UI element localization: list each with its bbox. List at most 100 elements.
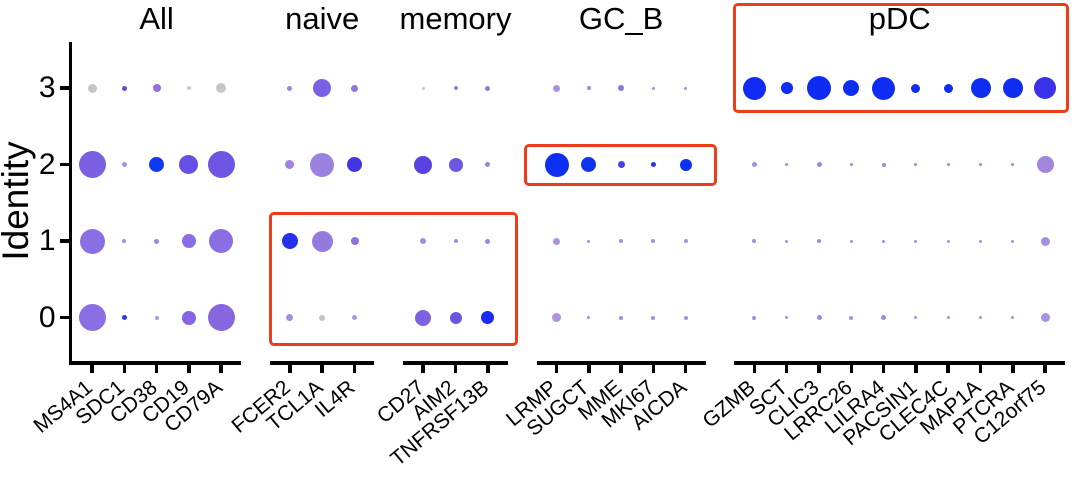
dot-MAP1A-identity-1: [979, 239, 982, 243]
dot-SDC1-identity-1: [122, 239, 127, 243]
dot-FCER2-identity-1: [281, 233, 298, 249]
x-axis-tick: [946, 364, 950, 373]
dot-CLEC4C-identity-3: [943, 83, 953, 93]
group-header-All: All: [139, 1, 174, 36]
dot-CD79A-identity-1: [209, 229, 234, 253]
dot-IL4R-identity-1: [350, 237, 359, 245]
dot-FCER2-identity-3: [287, 85, 293, 91]
dot-SDC1-identity-2: [121, 162, 127, 167]
dot-SCT-identity-0: [785, 316, 789, 319]
dot-SUGCT-identity-3: [586, 86, 591, 90]
dot-CD79A-identity-3: [216, 83, 227, 93]
highlight-box-naive-memory-identity-0-1: [269, 212, 518, 346]
dot-CD27-identity-2: [414, 155, 433, 174]
group-header-pDC: pDC: [868, 1, 931, 36]
dot-TNFRSF13B-identity-2: [485, 162, 491, 167]
y-tick-label: 2: [38, 147, 56, 181]
y-tick-label: 0: [38, 300, 56, 334]
dot-TCL1A-identity-1: [311, 230, 333, 252]
dot-LILRA4-identity-0: [881, 315, 887, 320]
dot-AICDA-identity-2: [679, 158, 692, 171]
dot-GZMB-identity-3: [742, 76, 766, 100]
dot-AIM2-identity-2: [448, 157, 463, 172]
x-axis-tick: [849, 364, 854, 373]
dot-TNFRSF13B-identity-3: [485, 85, 491, 91]
dot-FCER2-identity-0: [286, 314, 294, 321]
x-axis-tick: [683, 364, 688, 373]
dot-C12orf75-identity-3: [1034, 77, 1057, 99]
dot-PACSIN1-identity-2: [914, 163, 918, 166]
dot-GZMB-identity-0: [752, 315, 757, 320]
dot-C12orf75-identity-1: [1040, 236, 1050, 246]
y-axis-tick: [59, 315, 69, 320]
y-tick-label: 1: [38, 224, 56, 257]
dot-CD38-identity-3: [152, 84, 161, 92]
dot-SUGCT-identity-2: [581, 157, 597, 172]
dot-SDC1-identity-3: [121, 85, 127, 91]
dot-TCL1A-identity-2: [310, 152, 335, 177]
dot-SDC1-identity-0: [121, 315, 127, 320]
dot-CD27-identity-3: [421, 86, 425, 90]
dot-TNFRSF13B-identity-1: [485, 238, 491, 244]
dot-PTCRA-identity-3: [1002, 78, 1023, 98]
dot-LILRA4-identity-2: [881, 162, 886, 167]
group-header-GC_B: GC_B: [578, 1, 664, 36]
dot-IL4R-identity-3: [351, 84, 358, 92]
dot-CD19-identity-2: [179, 155, 199, 174]
dot-LRRC26-identity-2: [849, 163, 853, 166]
dot-CD38-identity-0: [154, 315, 159, 320]
dot-SCT-identity-3: [780, 82, 793, 94]
x-axis-tick: [619, 364, 623, 373]
x-axis-segment: [734, 361, 1066, 365]
dot-IL4R-identity-2: [347, 157, 362, 172]
dot-CLIC3-identity-1: [817, 239, 821, 243]
dot-CD79A-identity-2: [207, 151, 235, 178]
dot-IL4R-identity-0: [352, 315, 357, 320]
dot-AIM2-identity-1: [453, 239, 458, 243]
dot-SUGCT-identity-0: [587, 316, 591, 319]
dot-MAP1A-identity-3: [970, 78, 991, 98]
x-axis-tick: [978, 364, 983, 373]
x-axis-tick: [219, 364, 223, 373]
dot-FCER2-identity-2: [285, 160, 295, 169]
dot-C12orf75-identity-0: [1040, 313, 1050, 322]
x-axis-tick: [486, 364, 490, 373]
dot-MS4A1-identity-2: [78, 151, 106, 178]
x-axis-segment: [269, 361, 375, 365]
x-axis-tick: [914, 364, 918, 373]
dot-CD27-identity-1: [420, 238, 427, 244]
dot-TCL1A-identity-0: [319, 314, 326, 321]
dot-PACSIN1-identity-3: [911, 83, 921, 93]
y-axis-line: [68, 42, 72, 365]
x-axis-tick: [187, 364, 191, 373]
dot-CD79A-identity-0: [207, 304, 235, 331]
dot-CLIC3-identity-2: [816, 162, 822, 167]
dot-CD38-identity-1: [154, 238, 160, 244]
x-axis-segment: [536, 361, 706, 365]
x-axis-segment: [403, 361, 508, 365]
dot-PTCRA-identity-1: [1011, 239, 1015, 243]
y-axis-tick: [59, 162, 69, 167]
x-axis-tick: [90, 364, 94, 373]
dot-MME-identity-3: [618, 85, 625, 91]
dot-TCL1A-identity-3: [313, 79, 332, 97]
dot-PTCRA-identity-0: [1011, 316, 1015, 319]
dot-PACSIN1-identity-1: [914, 239, 918, 243]
dot-LILRA4-identity-3: [872, 76, 896, 100]
dot-SCT-identity-2: [785, 163, 789, 166]
dot-CLIC3-identity-3: [807, 76, 831, 100]
dot-LRMP-identity-1: [553, 237, 560, 245]
y-axis-tick: [59, 239, 69, 243]
x-axis-tick: [320, 364, 324, 373]
x-axis-tick: [651, 364, 656, 373]
dot-CD19-identity-0: [181, 310, 196, 325]
dot-LRMP-identity-0: [552, 313, 561, 322]
x-axis-tick: [1043, 364, 1047, 373]
y-tick-label: 3: [38, 71, 56, 104]
x-axis-tick: [352, 364, 357, 373]
dot-CLEC4C-identity-0: [946, 316, 950, 319]
x-axis-tick: [784, 364, 789, 373]
dot-CD38-identity-2: [149, 157, 165, 172]
x-axis-tick: [554, 364, 559, 373]
